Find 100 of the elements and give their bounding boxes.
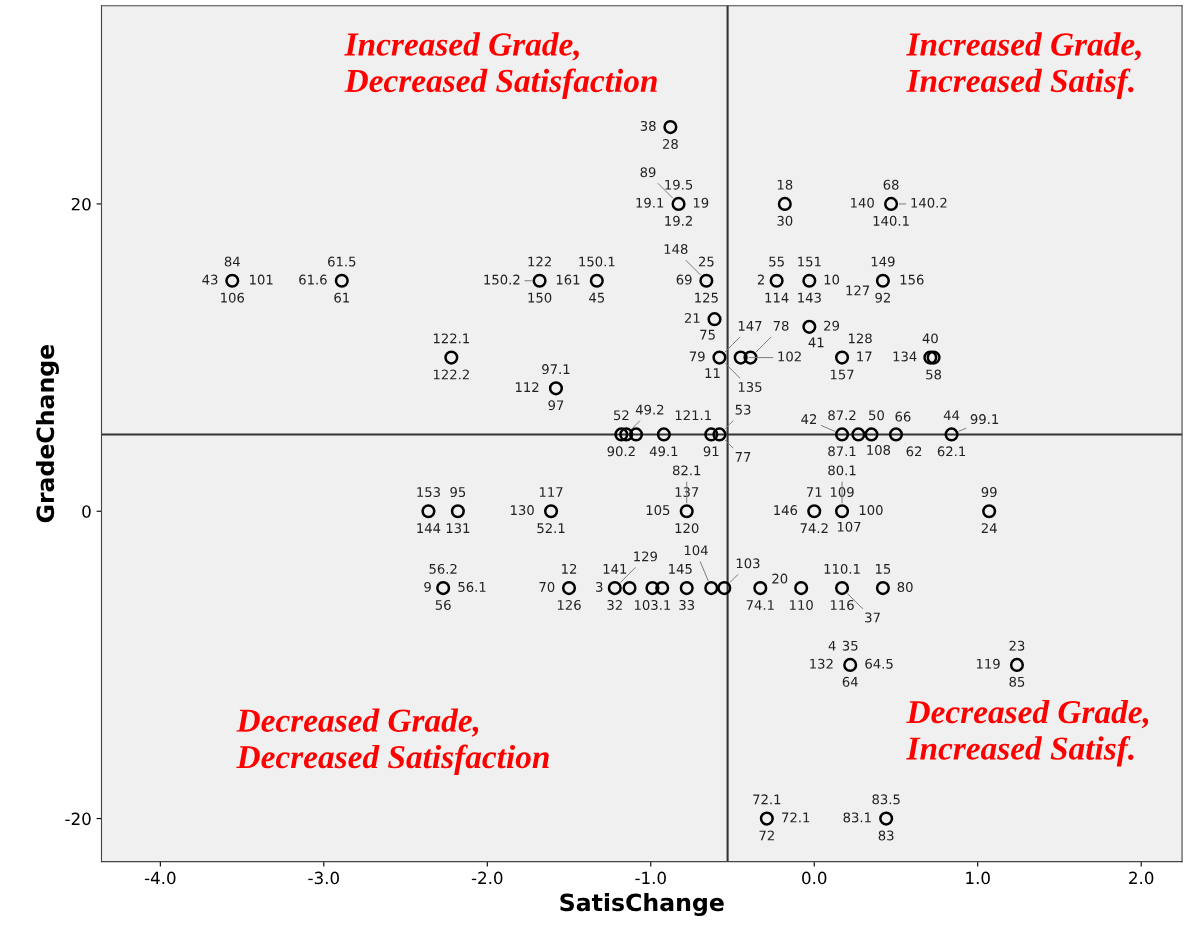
annotation: 66 — [895, 411, 911, 422]
annotation: 110 — [790, 599, 813, 610]
annotation: 85 — [1009, 676, 1025, 687]
x-tick-label: -1.0 — [635, 871, 666, 885]
annotation: 28 — [662, 139, 678, 149]
annotation: 131 — [446, 523, 470, 534]
annotation: 105 — [646, 505, 670, 516]
annotation: 20 — [772, 573, 788, 584]
annotation: 3 — [596, 581, 603, 592]
annotation: 42 — [801, 414, 817, 424]
annotation: 52.1 — [537, 523, 565, 534]
annotation: 156 — [900, 274, 924, 285]
annotation: 61.6 — [299, 274, 327, 285]
annotation: 121.1 — [675, 410, 711, 421]
annotation: 112 — [515, 382, 539, 392]
y-tick-label: -20 — [65, 812, 91, 826]
annotation: 97.1 — [542, 364, 570, 375]
annotation: 80 — [897, 581, 913, 592]
annotation: 77 — [735, 452, 751, 462]
annotation: 55 — [769, 256, 784, 267]
annotation: Increased Grade, Decreased Satisfaction — [344, 32, 657, 99]
x-tick-label: -4.0 — [144, 871, 176, 885]
annotation: 92 — [875, 292, 890, 303]
annotation: 80.1 — [828, 465, 856, 476]
annotation: 29 — [824, 320, 840, 331]
annotation: 134 — [893, 351, 917, 362]
annotation: 72 — [759, 830, 774, 841]
annotation: 19.5 — [665, 179, 693, 190]
annotation: 19.2 — [665, 215, 692, 226]
annotation: 114 — [765, 292, 789, 303]
annotation: 10 — [824, 274, 840, 285]
annotation: 95 — [450, 487, 466, 498]
annotation: 110.1 — [824, 563, 860, 574]
annotation: 141 — [603, 564, 627, 574]
annotation: 97 — [548, 400, 564, 411]
annotation: 44 — [943, 410, 960, 421]
annotation: 137 — [675, 487, 699, 498]
annotation: 125 — [695, 292, 718, 303]
annotation: 99 — [981, 487, 997, 498]
annotation: 69 — [676, 274, 692, 285]
annotation: 107 — [837, 521, 861, 532]
annotation: 2 — [757, 274, 764, 285]
annotation: 64 — [842, 676, 858, 687]
annotation: 68 — [883, 179, 899, 190]
annotation: 87.2 — [828, 410, 856, 421]
annotation: 91 — [703, 446, 719, 457]
annotation: 41 — [808, 337, 824, 348]
annotation: 15 — [875, 564, 891, 574]
annotation: 122.2 — [433, 369, 469, 380]
annotation: 119 — [976, 658, 1000, 669]
y-tick-label: 20 — [71, 197, 91, 211]
annotation: Increased Grade, Increased Satisf. — [906, 32, 1141, 99]
annotation: 11 — [705, 368, 720, 378]
annotation: 35 — [842, 640, 858, 651]
annotation: 83.5 — [872, 794, 900, 805]
annotation: 117 — [539, 487, 563, 497]
y-axis-title: GradeChange — [35, 344, 59, 523]
annotation: 25 — [698, 256, 714, 267]
annotation: 62.1 — [937, 446, 966, 457]
annotation: 72.1 — [782, 812, 810, 823]
annotation: Decreased Grade, Decreased Satisfaction — [236, 708, 549, 776]
annotation: 61 — [334, 292, 349, 303]
annotation: 122 — [528, 256, 551, 267]
annotation: 122.1 — [433, 333, 469, 344]
annotation: 49.2 — [635, 404, 664, 415]
annotation: 50 — [869, 410, 884, 421]
annotation: 37 — [865, 612, 880, 623]
annotation: 143 — [798, 292, 821, 303]
annotation: 64.5 — [865, 658, 893, 669]
annotation: 106 — [221, 292, 245, 303]
annotation: 128 — [848, 333, 872, 344]
annotation: 45 — [589, 292, 605, 303]
annotation: 149 — [871, 256, 895, 267]
x-tick-label: 0.0 — [802, 871, 827, 885]
annotation: 99.1 — [970, 414, 999, 425]
annotation: 153 — [417, 487, 440, 498]
annotation: 49.1 — [649, 446, 678, 457]
annotation: Decreased Grade, Increased Satisf. — [906, 699, 1149, 767]
annotation: 102 — [778, 351, 801, 362]
annotation: 83.1 — [843, 812, 871, 823]
annotation: 52 — [613, 410, 629, 421]
annotation: 61.5 — [328, 256, 356, 267]
annotation: 109 — [830, 487, 854, 498]
annotation: 84 — [224, 256, 240, 267]
annotation: 82.1 — [672, 465, 701, 476]
annotation: 90.2 — [607, 446, 635, 457]
annotation: 150.1 — [579, 256, 615, 267]
annotation: 116 — [830, 599, 854, 610]
annotation: 150.2 — [484, 274, 520, 285]
annotation: 58 — [926, 369, 942, 380]
x-tick-label: -3.0 — [308, 871, 339, 885]
annotation: 87.1 — [828, 446, 856, 457]
annotation: 56 — [435, 599, 451, 610]
x-tick-label: 1.0 — [966, 871, 990, 885]
annotation: 12 — [562, 563, 577, 574]
annotation: 72.1 — [753, 794, 781, 805]
annotation: 30 — [777, 215, 793, 226]
annotation: 4 — [828, 640, 836, 651]
annotation: 19.1 — [636, 197, 664, 208]
annotation: 100 — [859, 505, 883, 516]
